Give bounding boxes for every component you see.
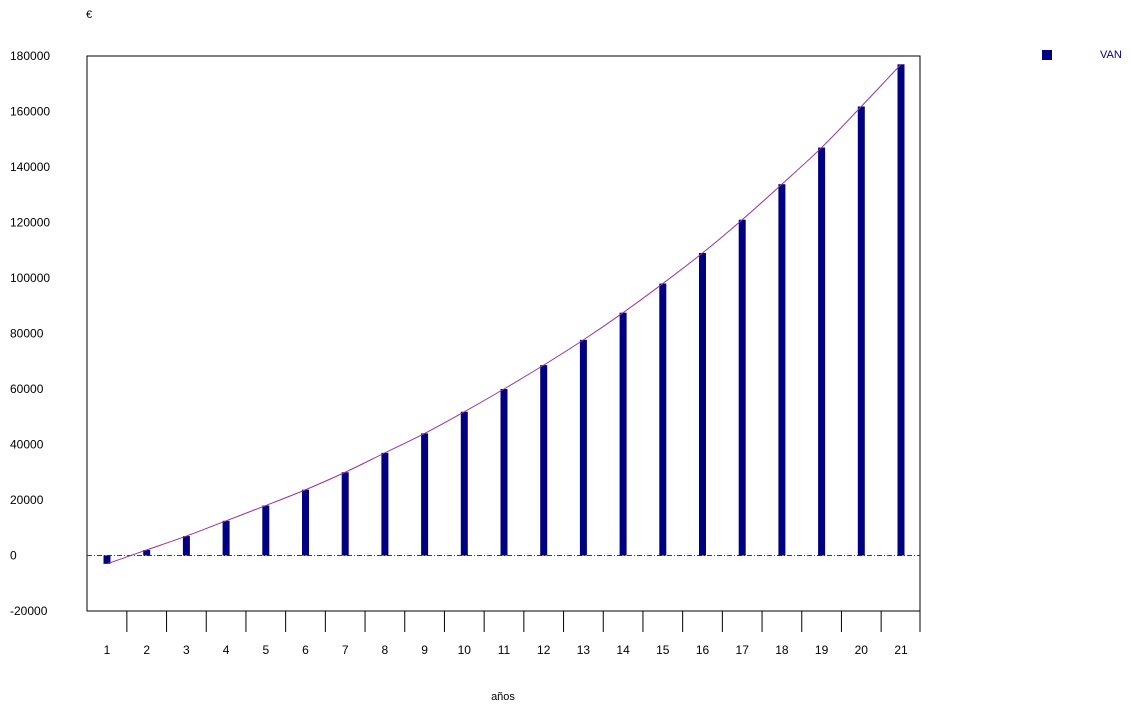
y-tick-label: 140000	[10, 160, 50, 174]
plot-frame	[86, 55, 921, 612]
x-tick-label: 12	[537, 643, 551, 657]
y-tick-label: 160000	[10, 105, 50, 119]
x-tick-label: 18	[775, 643, 789, 657]
y-tick-label: 180000	[10, 49, 50, 63]
x-tick-label: 14	[616, 643, 630, 657]
y-axis-label: €	[86, 9, 92, 21]
x-tick-label: 21	[894, 643, 908, 657]
x-tick-label: 19	[815, 643, 829, 657]
x-tick-label: 4	[223, 643, 230, 657]
bar-van	[659, 283, 667, 556]
plot-area: -20000 0 20000 40000 60000 80000 100000 120000 1…	[10, 49, 921, 657]
legend-label-van: VAN	[1100, 49, 1122, 61]
bar-van	[818, 147, 826, 556]
bar-van	[421, 433, 429, 556]
x-tick-label: 3	[183, 643, 190, 657]
bar-van	[341, 472, 349, 556]
x-tick-label: 13	[577, 643, 591, 657]
x-tick-label: 5	[262, 643, 269, 657]
x-tick-label: 20	[855, 643, 869, 657]
x-tick-label: 7	[342, 643, 349, 657]
bar-van	[262, 505, 270, 556]
y-tick-label: 100000	[10, 271, 50, 285]
bar-van	[460, 411, 468, 556]
x-axis-label: años	[491, 691, 515, 703]
bar-van	[182, 536, 190, 556]
bar-van	[143, 549, 151, 556]
bar-van	[381, 452, 389, 556]
y-tick-label: 60000	[10, 382, 44, 396]
legend-swatch-van	[1042, 50, 1052, 60]
y-tick-label: -20000	[10, 604, 48, 618]
x-tick-label: 15	[656, 643, 670, 657]
x-tick-label: 1	[104, 643, 111, 657]
bar-van	[302, 489, 309, 556]
x-tick-label: 6	[302, 643, 309, 657]
x-tick-label: 2	[143, 643, 150, 657]
bar-van	[897, 64, 905, 556]
x-tick-label: 9	[421, 643, 428, 657]
bar-van	[222, 520, 230, 556]
x-tick-label: 8	[382, 643, 389, 657]
y-tick-label: 0	[10, 549, 17, 563]
y-tick-label: 40000	[10, 438, 44, 452]
bar-van	[699, 253, 706, 556]
x-tick-label: 11	[498, 643, 511, 657]
bar-van	[619, 312, 627, 556]
bar-van	[778, 184, 786, 556]
trend-line	[106, 63, 902, 565]
x-tick-label: 17	[736, 643, 750, 657]
bar-van	[579, 339, 587, 556]
y-tick-label: 80000	[10, 327, 44, 341]
y-tick-label: 20000	[10, 493, 44, 507]
bar-van	[857, 106, 865, 556]
x-tick-label: 10	[458, 643, 472, 657]
bar-van	[540, 365, 548, 556]
bar-van	[103, 555, 111, 564]
bar-van	[738, 219, 746, 556]
x-tick-label: 16	[696, 643, 710, 657]
bar-van	[500, 389, 508, 556]
y-tick-label: 120000	[10, 216, 50, 230]
